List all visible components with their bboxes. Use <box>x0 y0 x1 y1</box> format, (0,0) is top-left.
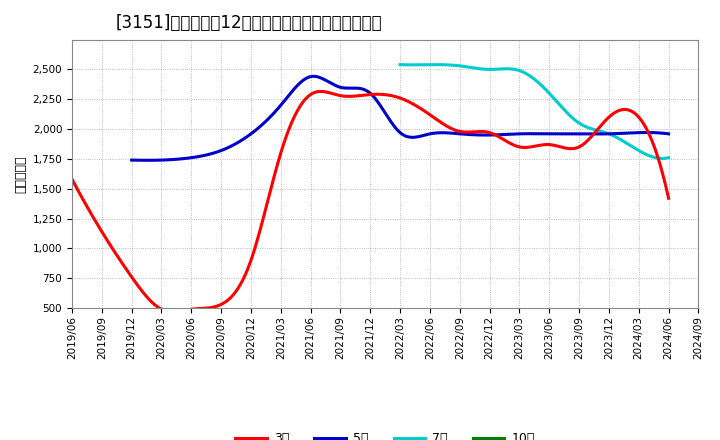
Line: 3年: 3年 <box>72 92 669 312</box>
3年 <box>665 196 673 201</box>
7年 <box>665 155 673 160</box>
5年 <box>309 73 318 79</box>
7年 <box>431 62 440 67</box>
3年 <box>652 151 661 156</box>
Legend: 3年, 5年, 7年, 10年: 3年, 5年, 7年, 10年 <box>230 427 540 440</box>
7年 <box>396 62 405 67</box>
7年 <box>659 156 667 161</box>
7年 <box>526 73 534 78</box>
3年 <box>393 95 402 100</box>
Y-axis label: （百万円）: （百万円） <box>14 155 27 193</box>
7年 <box>556 103 564 108</box>
7年 <box>541 87 550 92</box>
3年 <box>559 145 567 150</box>
7年 <box>658 156 667 161</box>
5年 <box>570 131 578 136</box>
5年 <box>420 132 428 138</box>
3年 <box>357 93 366 98</box>
3年 <box>354 93 362 99</box>
5年 <box>449 131 458 136</box>
7年 <box>616 137 625 142</box>
5年 <box>127 158 136 163</box>
5年 <box>143 158 152 163</box>
3年 <box>316 89 325 94</box>
3年 <box>168 309 176 314</box>
7年 <box>524 72 533 77</box>
Line: 7年: 7年 <box>400 65 669 158</box>
3年 <box>68 176 76 182</box>
5年 <box>665 131 673 136</box>
Text: [3151]　経常利益12か月移動合計の標準偏差の推移: [3151] 経常利益12か月移動合計の標準偏差の推移 <box>116 15 382 33</box>
5年 <box>384 116 393 121</box>
3年 <box>425 112 433 117</box>
Line: 5年: 5年 <box>132 76 669 160</box>
5年 <box>654 130 662 136</box>
5年 <box>388 121 397 126</box>
